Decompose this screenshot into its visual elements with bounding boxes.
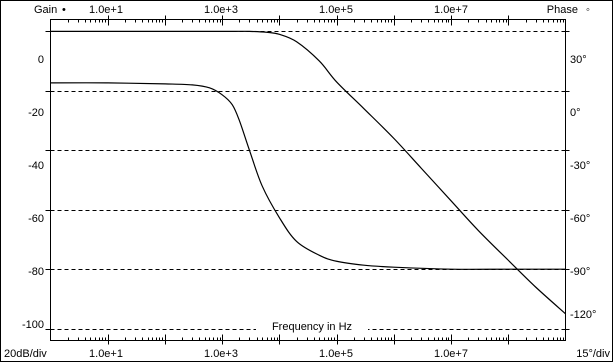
gain-tick-label: -60 bbox=[28, 213, 44, 225]
phase-curve bbox=[50, 82, 566, 270]
phase-tick-label: -30° bbox=[570, 160, 590, 172]
phase-tick-label: -120° bbox=[570, 309, 596, 321]
x-tick-label-top: 1.0e+5 bbox=[319, 4, 353, 16]
annotation-background bbox=[256, 319, 368, 333]
frequency-annotation: Frequency in Hz bbox=[272, 321, 352, 333]
phase-tick-label: 0° bbox=[570, 107, 581, 119]
gain-tick-label: -100 bbox=[22, 319, 44, 331]
gain-curve bbox=[50, 30, 566, 315]
phase-tick-label: -90° bbox=[570, 266, 590, 278]
gain-marker: • bbox=[62, 4, 66, 16]
x-tick-label-top: 1.0e+7 bbox=[434, 4, 468, 16]
gain-tick-label: -80 bbox=[28, 266, 44, 278]
x-tick-label-top: 1.0e+1 bbox=[89, 4, 123, 16]
x-tick-label-bottom: 1.0e+5 bbox=[319, 348, 353, 360]
x-tick-label-bottom: 1.0e+1 bbox=[89, 348, 123, 360]
phase-axis-title: Phase bbox=[547, 4, 578, 16]
x-tick-label-bottom: 1.0e+7 bbox=[434, 348, 468, 360]
phase-tick-label: -60° bbox=[570, 213, 590, 225]
gain-tick-label: 0 bbox=[38, 54, 44, 66]
gain-scale-label: 20dB/div bbox=[4, 348, 47, 360]
x-tick-label-bottom: 1.0e+3 bbox=[204, 348, 238, 360]
phase-scale-label: 15°/div bbox=[576, 348, 610, 360]
gain-tick-label: -40 bbox=[28, 160, 44, 172]
phase-tick-label: 30° bbox=[570, 54, 587, 66]
gain-tick-label: -20 bbox=[28, 107, 44, 119]
gain-axis-title: Gain bbox=[34, 4, 57, 16]
x-tick-label-top: 1.0e+3 bbox=[204, 4, 238, 16]
phase-marker: ◦ bbox=[586, 4, 590, 16]
